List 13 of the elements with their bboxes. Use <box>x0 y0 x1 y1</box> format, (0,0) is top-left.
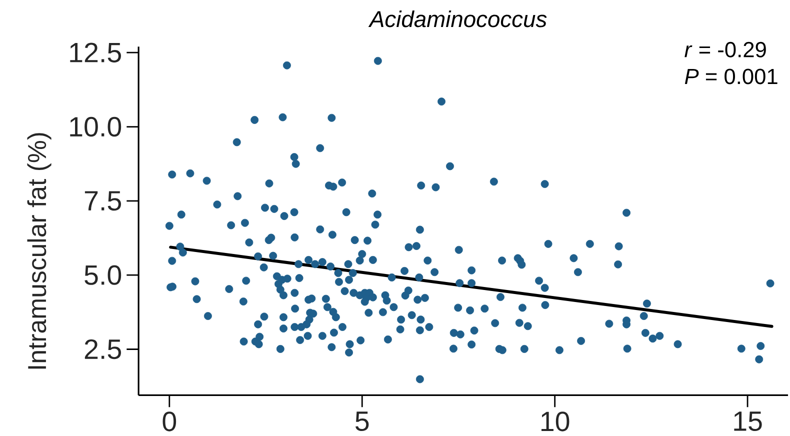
x-tick-label: 15 <box>734 412 762 432</box>
chart-title: Acidaminococcus <box>368 10 547 28</box>
y-tick-label: 12.5 <box>70 42 121 62</box>
y-tick-label: 5.0 <box>84 265 122 285</box>
x-tick-label: 10 <box>541 412 570 432</box>
y-axis-title: Intramuscular fat (%) <box>27 133 52 369</box>
y-tick-label: 2.5 <box>84 339 121 360</box>
x-tick-label: 5 <box>356 412 369 432</box>
y-tick-label: 7.5 <box>84 191 121 211</box>
x-tick-label: 0 <box>162 412 176 432</box>
annotation: P = 0.001 <box>684 68 778 84</box>
annotation: r = -0.29 <box>684 42 766 58</box>
y-tick-label: 10.0 <box>70 116 122 137</box>
